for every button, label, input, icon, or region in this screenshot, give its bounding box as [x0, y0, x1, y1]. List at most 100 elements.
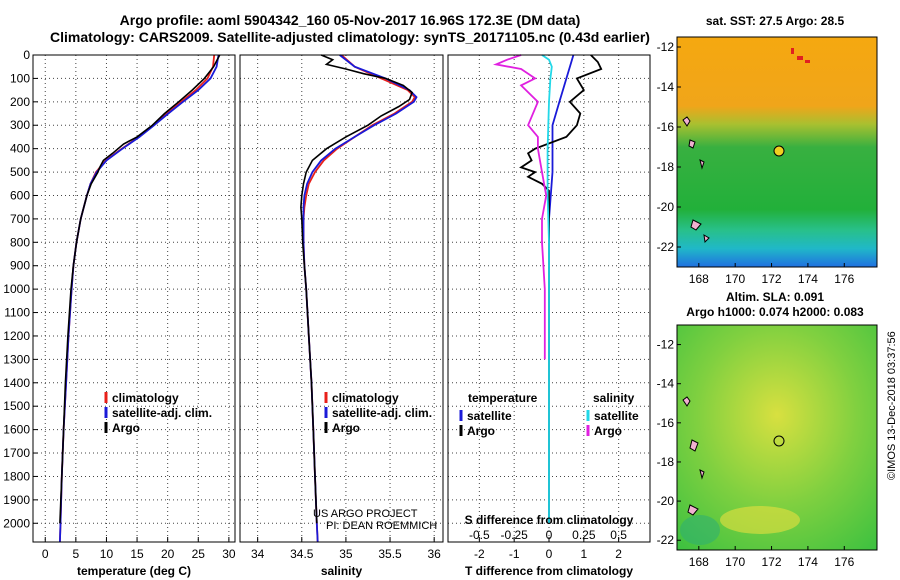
- legend-label: satellite: [594, 409, 639, 423]
- map-lon-label: 176: [834, 555, 854, 569]
- x-tick-label: 0: [546, 547, 553, 561]
- x-tick-label: 2: [615, 547, 622, 561]
- series-line: [492, 54, 548, 360]
- legend-label: climatology: [112, 391, 179, 405]
- x-tick-label-2: 0.5: [610, 528, 627, 542]
- x-tick-label: -2: [474, 547, 485, 561]
- y-tick-label: 2000: [3, 516, 30, 530]
- map-lon-label: 170: [725, 555, 745, 569]
- x-tick-label: 10: [100, 547, 114, 561]
- y-tick-label: 900: [10, 259, 30, 273]
- sst-map: [676, 36, 878, 268]
- y-tick-label: 1300: [3, 352, 30, 366]
- title-line-1: Argo profile: aoml 5904342_160 05-Nov-20…: [119, 12, 581, 28]
- legend-label: Argo: [594, 424, 622, 438]
- title-line-2: Climatology: CARS2009. Satellite-adjuste…: [50, 29, 650, 45]
- legend-title-temperature: temperature: [468, 391, 538, 405]
- y-tick-label: 400: [10, 142, 30, 156]
- map-lat-label: -16: [657, 416, 675, 430]
- sla-label-1: Altim. SLA: 0.091: [725, 290, 825, 304]
- map-lat-label: -18: [657, 455, 675, 469]
- map-axes-1: 168 170 172 174 176 -12 -14 -16 -18 -20 -22: [657, 40, 855, 286]
- x-axis-label-2: S difference from climatology: [465, 513, 634, 527]
- series-line: [302, 54, 418, 543]
- y-tick-label: 800: [10, 235, 30, 249]
- y-tick-label: 1800: [3, 469, 30, 483]
- map-lat-label: -16: [657, 120, 675, 134]
- map-lat-label: -20: [657, 494, 675, 508]
- x-tick-label: 1: [580, 547, 587, 561]
- y-tick-label: 1100: [4, 306, 30, 320]
- y-tick-label: 500: [10, 165, 30, 179]
- axes-box: [32, 54, 236, 543]
- legend-label: satellite-adj. clim.: [112, 406, 212, 420]
- legend-label: Argo: [332, 421, 360, 435]
- y-tick-label: 600: [10, 188, 30, 202]
- chart-panel-2: 34 34.5 35 35.5 36 salinity climatologysatelli…: [239, 54, 444, 578]
- y-tick-label: 1200: [3, 329, 30, 343]
- map-lat-label: -22: [657, 240, 675, 254]
- x-axis-label: salinity: [321, 564, 363, 578]
- map-lat-label: -20: [657, 200, 675, 214]
- annotation-pi: PI: DEAN ROEMMICH: [326, 520, 437, 532]
- x-tick-label-2: 0.25: [572, 528, 596, 542]
- x-tick-label: 30: [222, 547, 236, 561]
- axes-box: [239, 54, 444, 543]
- y-tick-label: 1600: [3, 423, 30, 437]
- x-tick-label: 35.5: [378, 547, 402, 561]
- map-lat-label: -18: [657, 160, 675, 174]
- y-tick-label: 100: [10, 71, 30, 85]
- y-tick-label: 1500: [3, 399, 30, 413]
- x-tick-label: 34.5: [290, 547, 314, 561]
- map-lon-label: 172: [762, 272, 782, 286]
- x-tick-label: 20: [161, 547, 175, 561]
- map-lon-label: 170: [725, 272, 745, 286]
- x-tick-label-2: -0.25: [500, 528, 528, 542]
- chart-panel-1: 0 5 10 15 20 25 30 temperature (deg C) 0 100 200 30…: [3, 48, 236, 578]
- map-lon-label: 174: [798, 555, 818, 569]
- annotation-project: US ARGO PROJECT: [313, 508, 418, 520]
- map-lat-label: -12: [657, 338, 675, 352]
- x-tick-label-2: -0.5: [469, 528, 490, 542]
- legend-label: satellite: [467, 409, 512, 423]
- x-axis-label: temperature (deg C): [77, 564, 191, 578]
- series-line: [541, 54, 553, 524]
- x-tick-label: 25: [192, 547, 206, 561]
- map-lat-label: -22: [657, 533, 675, 547]
- map-lat-label: -14: [657, 80, 675, 94]
- map-lon-label: 168: [689, 555, 709, 569]
- series-line: [302, 54, 416, 543]
- y-tick-label: 1000: [3, 282, 30, 296]
- legend-label: climatology: [332, 391, 399, 405]
- legend-label: satellite-adj. clim.: [332, 406, 432, 420]
- x-tick-label: 34: [251, 547, 265, 561]
- x-tick-label: 35: [339, 547, 353, 561]
- legend-title-salinity: salinity: [593, 391, 635, 405]
- chart-panel-3: -2 -1 0 1 2 T difference from climatology temp…: [447, 54, 651, 578]
- map-lon-label: 176: [834, 272, 854, 286]
- x-axis-label: T difference from climatology: [465, 564, 633, 578]
- legend-label: Argo: [112, 421, 140, 435]
- series-line: [519, 54, 603, 524]
- series-line: [59, 54, 220, 543]
- map-lon-label: 168: [689, 272, 709, 286]
- series-line: [300, 54, 414, 524]
- sst-map-label: sat. SST: 27.5 Argo: 28.5: [705, 14, 845, 28]
- sla-map: [676, 324, 878, 551]
- series-line: [59, 54, 216, 543]
- y-tick-label: 200: [10, 95, 30, 109]
- map-lon-label: 174: [798, 272, 818, 286]
- y-tick-label: 0: [23, 48, 30, 62]
- legend-label: Argo: [467, 424, 495, 438]
- x-tick-label: 0: [42, 547, 49, 561]
- y-tick-label: 700: [10, 212, 30, 226]
- map-lon-label: 172: [762, 555, 782, 569]
- x-tick-label: -1: [509, 547, 520, 561]
- map-lat-label: -14: [657, 377, 675, 391]
- x-tick-label: 36: [427, 547, 441, 561]
- y-tick-label: 1700: [3, 446, 30, 460]
- x-tick-label: 15: [130, 547, 144, 561]
- x-tick-label-2: 0: [546, 528, 553, 542]
- y-tick-label: 1400: [3, 376, 30, 390]
